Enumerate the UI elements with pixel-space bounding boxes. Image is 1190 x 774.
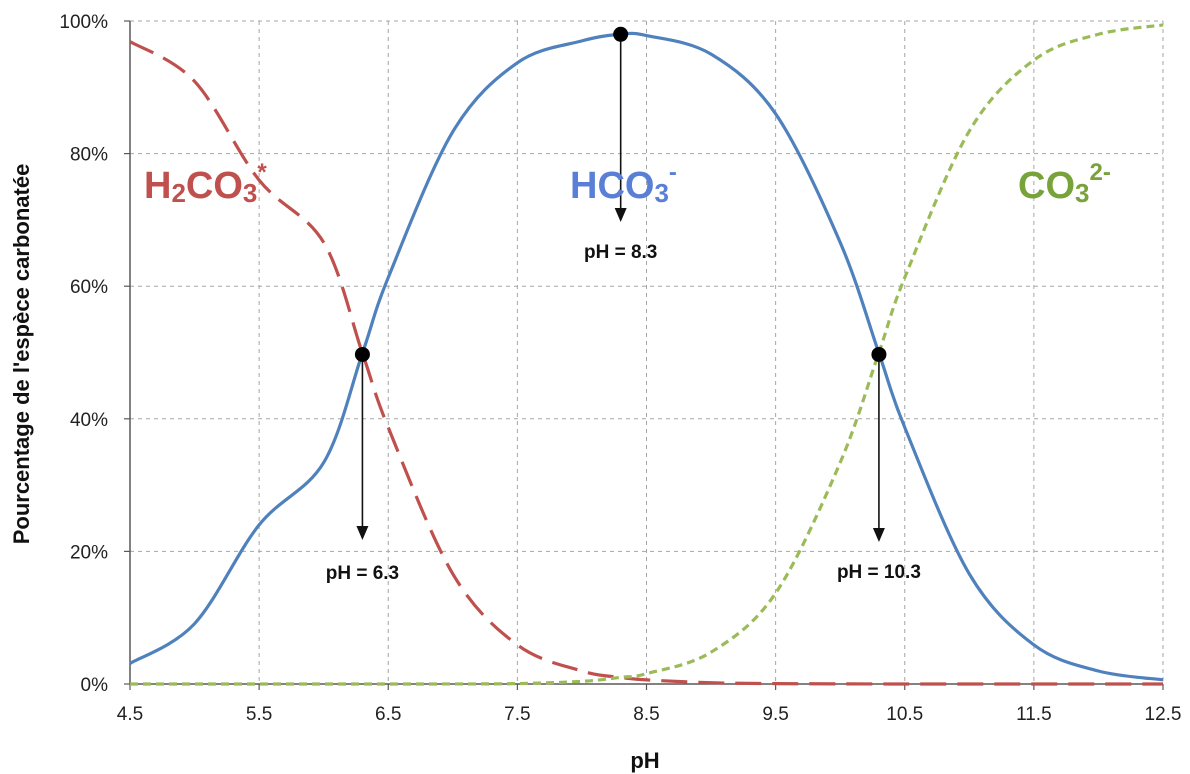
- y-tick-labels: 0% 20% 40% 60% 80% 100%: [59, 12, 108, 696]
- data-point-marker: [613, 26, 629, 42]
- series-line-1: [129, 31, 1164, 682]
- y-tick-label: 0%: [81, 675, 109, 696]
- x-tick-label: 11.5: [1016, 704, 1052, 725]
- y-tick-label: 20%: [70, 542, 108, 563]
- x-tick-label: 8.5: [633, 704, 659, 725]
- annotation-label: pH = 10.3: [837, 562, 921, 583]
- data-point-marker: [871, 346, 887, 362]
- grid-lines: [130, 20, 1164, 684]
- arrow-head: [356, 526, 369, 540]
- axes: [124, 20, 1164, 690]
- series-line-2: [129, 23, 1164, 686]
- species-label-hco3: HCO3-: [570, 159, 677, 208]
- y-tick-label: 100%: [59, 12, 108, 33]
- x-tick-label: 6.5: [375, 704, 401, 725]
- annotation-arrows: [356, 34, 885, 542]
- annotation-labels: pH = 6.3 pH = 8.3 pH = 10.3: [326, 242, 921, 584]
- x-tick-label: 7.5: [504, 704, 530, 725]
- x-tick-label: 9.5: [762, 704, 788, 725]
- y-tick-label: 80%: [70, 145, 108, 166]
- y-axis-title: Pourcentage de l'espèce carbonatée: [9, 164, 34, 545]
- x-tick-label: 5.5: [246, 704, 272, 725]
- x-tick-label: 10.5: [886, 704, 923, 725]
- x-tick-labels: 4.5 5.5 6.5 7.5 8.5 9.5 10.5 11.5 12.5: [117, 704, 1182, 725]
- species-label-co3: CO32-: [1018, 159, 1111, 208]
- x-tick-label: 4.5: [117, 704, 143, 725]
- arrow-head: [872, 528, 885, 542]
- data-point-marker: [354, 346, 370, 362]
- species-label-h2co3: H2CO3*: [144, 159, 267, 208]
- y-tick-label: 60%: [70, 277, 108, 298]
- equivalence-markers: [354, 26, 887, 362]
- annotation-label: pH = 8.3: [584, 242, 657, 263]
- x-axis-title: pH: [630, 748, 659, 773]
- annotation-label: pH = 6.3: [326, 563, 399, 584]
- x-tick-label: 12.5: [1145, 704, 1182, 725]
- series-lines: [129, 23, 1164, 686]
- y-tick-label: 40%: [70, 410, 108, 431]
- series-line-0: [129, 40, 1163, 686]
- arrow-head: [614, 208, 627, 222]
